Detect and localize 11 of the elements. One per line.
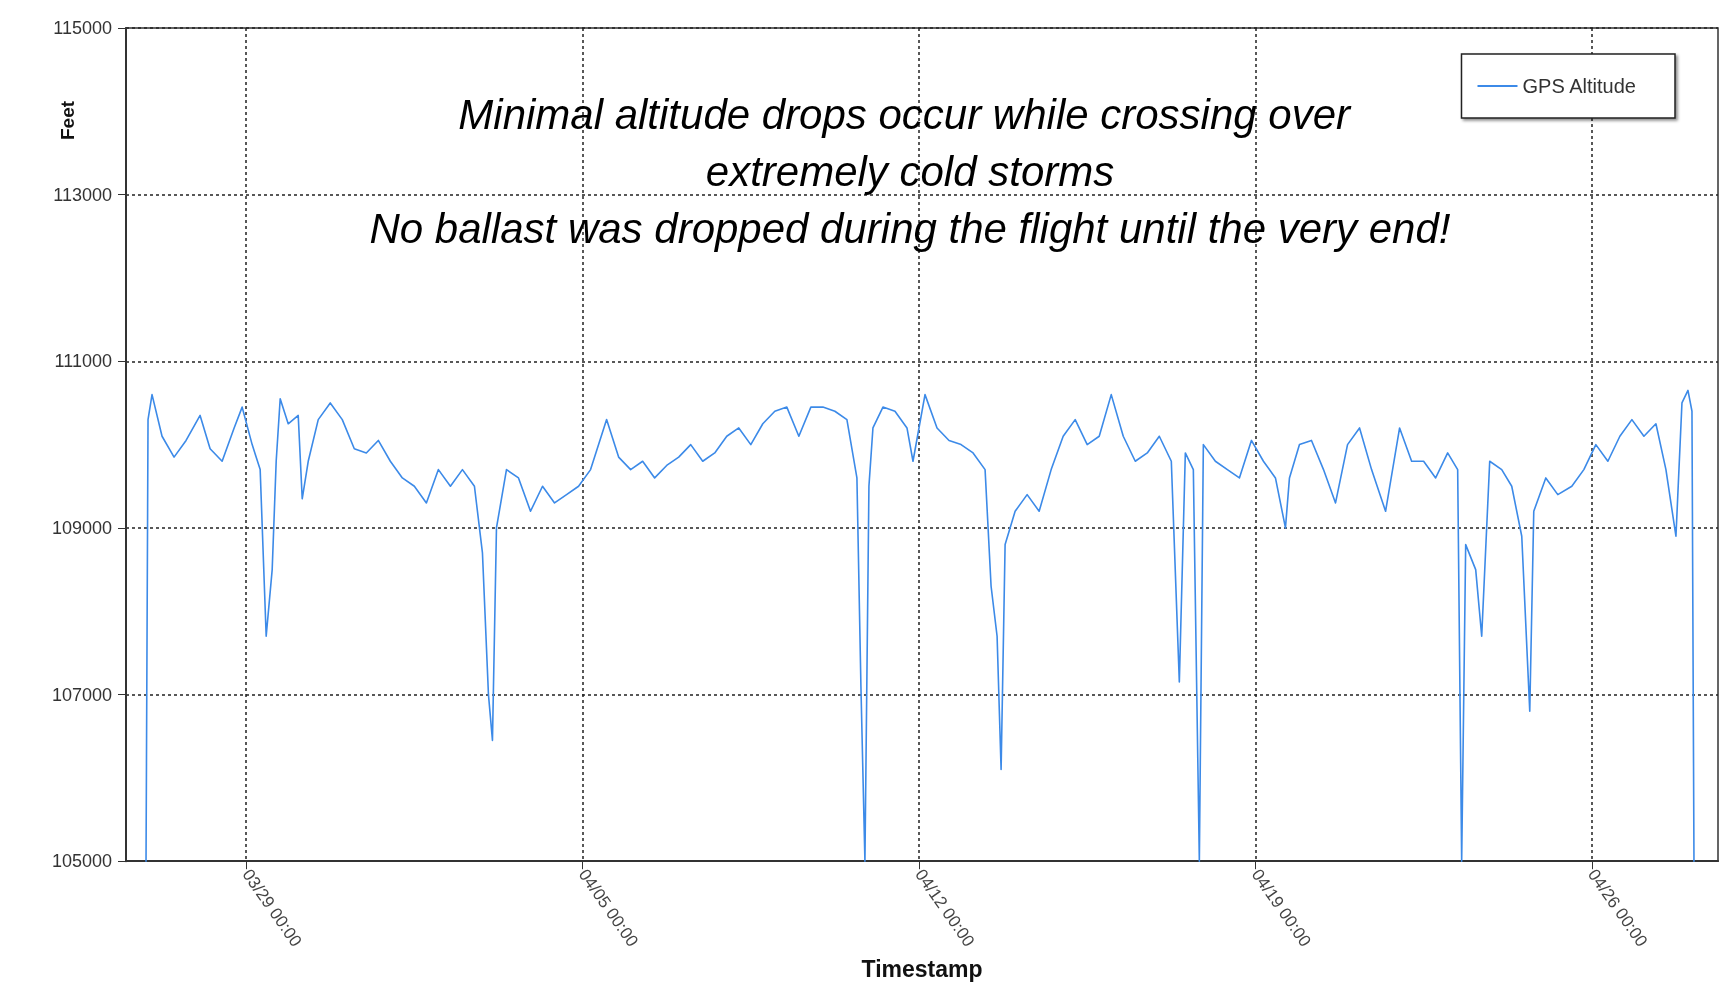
x-axis-title: Timestamp — [861, 955, 983, 982]
y-tick-label: 109000 — [51, 517, 112, 538]
y-axis-title: Feet — [57, 100, 78, 140]
y-tick-label: 113000 — [53, 184, 112, 205]
y-tick-label: 107000 — [51, 684, 112, 705]
y-tick-label: 105000 — [51, 851, 112, 872]
annotation: Minimal altitude drops occur while crossing over extremely cold storms — [458, 91, 1362, 195]
legend-label: GPS Altitude — [1522, 75, 1636, 97]
y-tick-label: 115000 — [53, 18, 112, 38]
y-tick-label: 111000 — [54, 351, 112, 372]
annotation: No ballast was dropped during the flight until the very end! — [369, 205, 1451, 252]
